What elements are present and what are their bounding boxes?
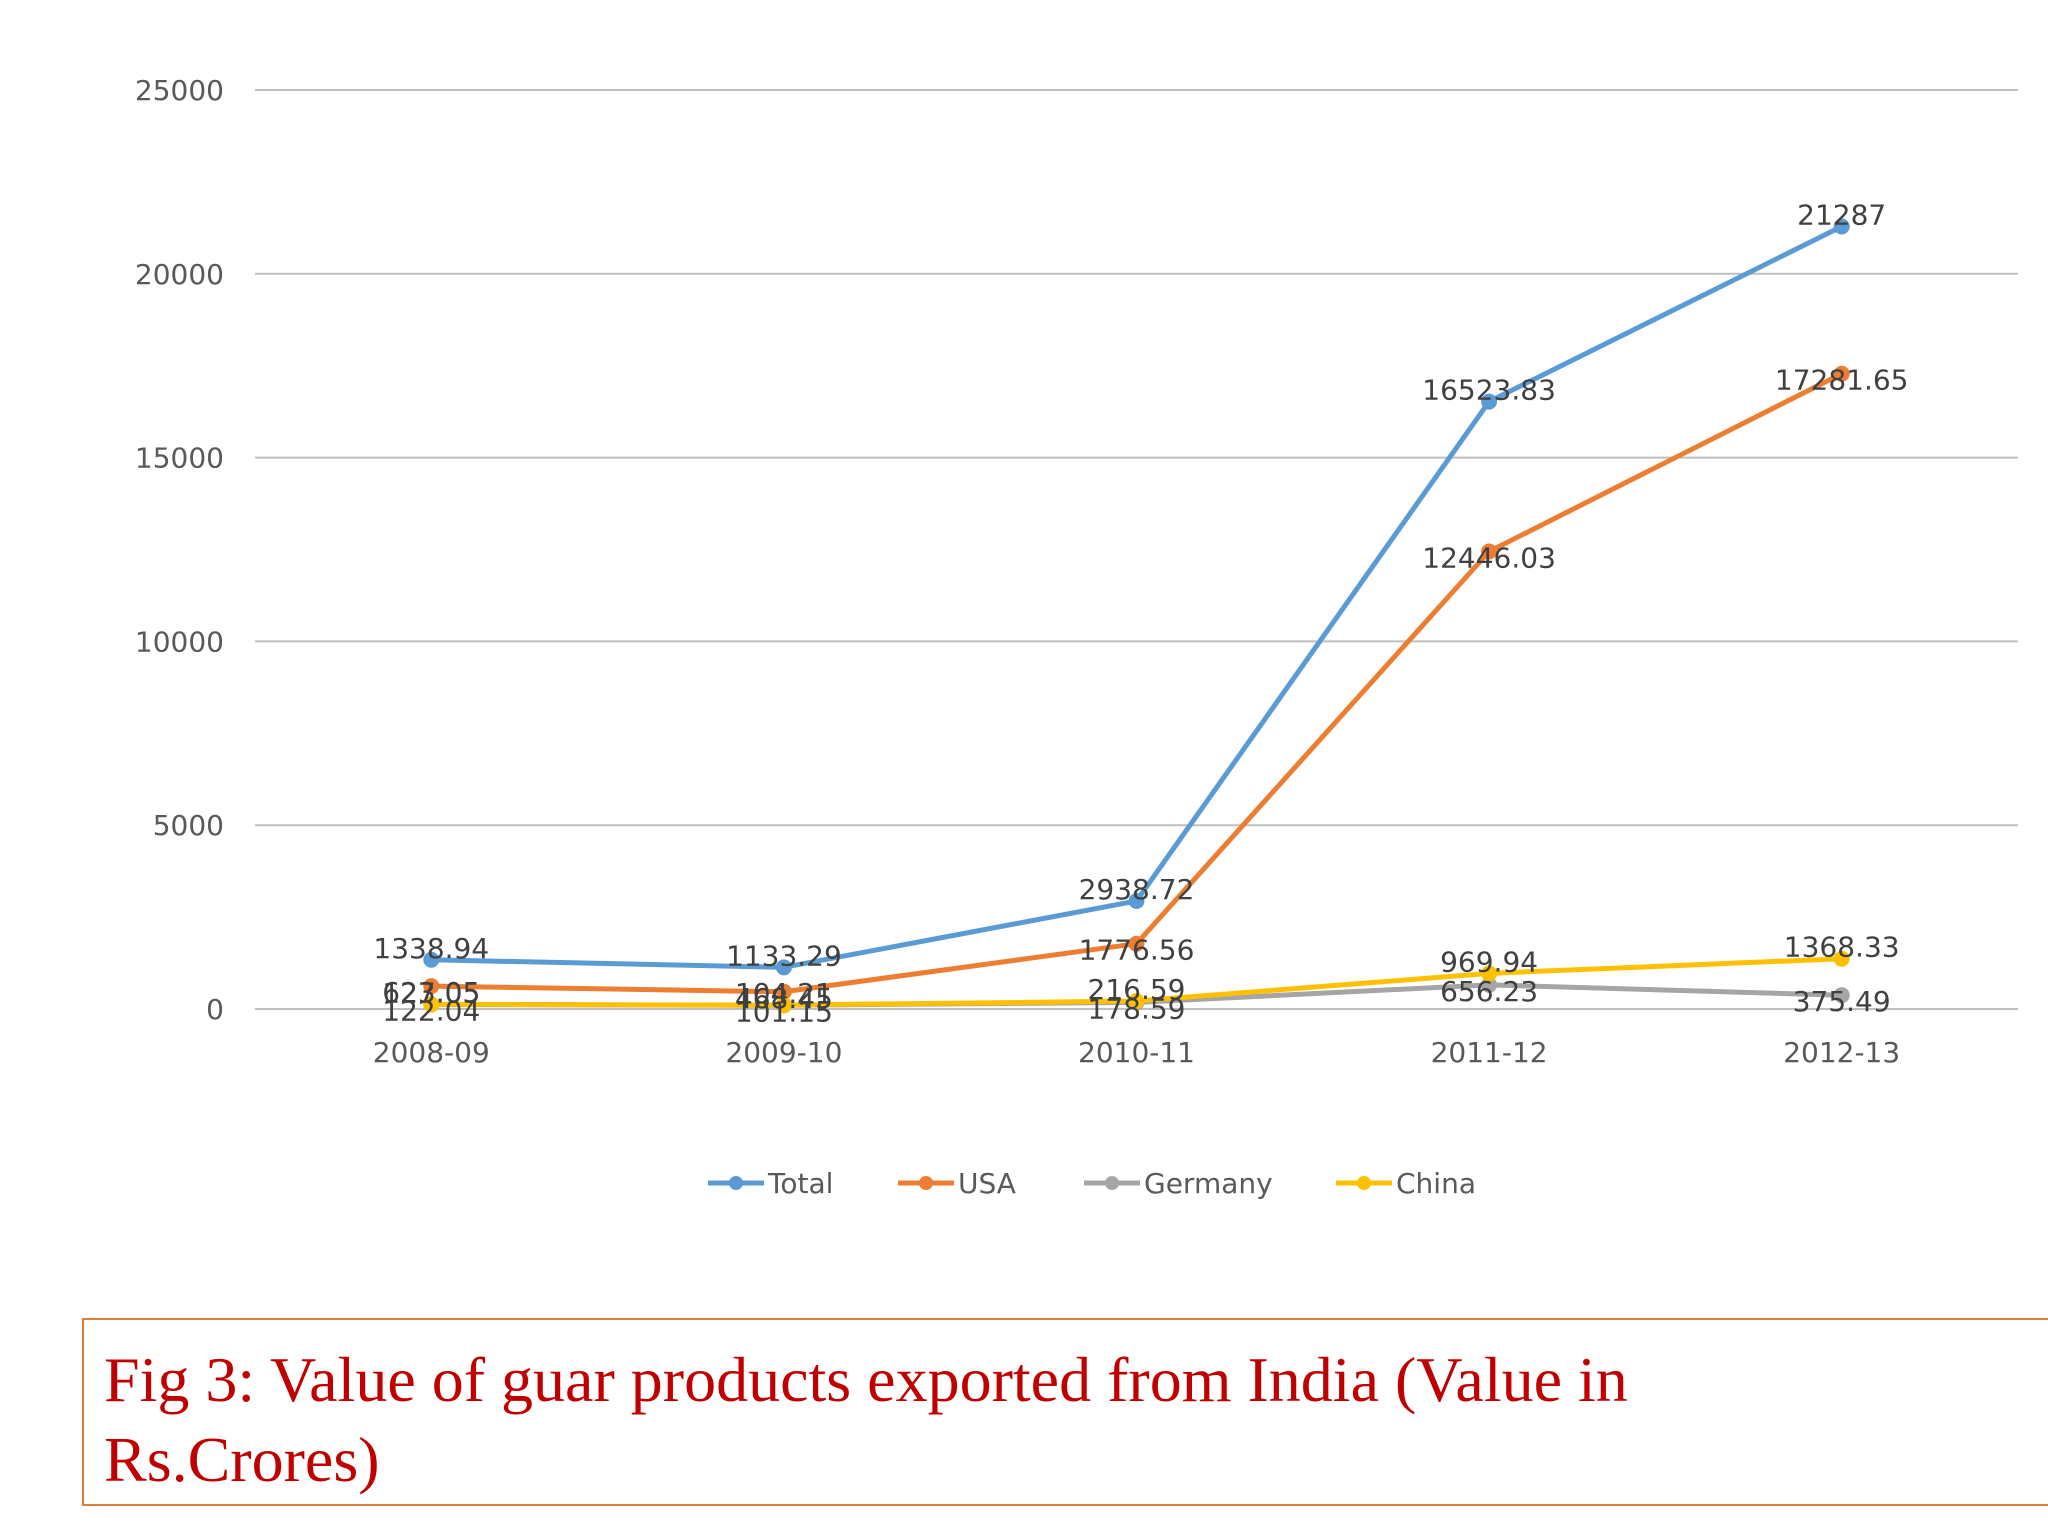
data-label-china: 1368.33 [1784, 931, 1900, 964]
data-label-germany: 178.59 [1088, 992, 1186, 1025]
data-labels: 1338.94 1133.29 2938.72 16523.83 21287 623.05… [373, 198, 1908, 1028]
series-line-total [428, 223, 1845, 970]
y-tick-label: 0 [206, 993, 224, 1026]
x-axis-tick-labels: 2008-09 2009-10 2010-11 2011-12 2012-13 [373, 1036, 1900, 1069]
series-lines [423, 218, 1850, 1014]
data-point-china [775, 997, 792, 1014]
x-tick-label: 2011-12 [1431, 1036, 1548, 1069]
data-label-germany: 122.04 [382, 995, 480, 1028]
data-label-usa: 12446.03 [1422, 541, 1556, 574]
x-tick-label: 2012-13 [1783, 1036, 1900, 1069]
series-usa [423, 365, 1850, 1000]
series-china [423, 950, 1850, 1014]
x-tick-label: 2009-10 [725, 1036, 842, 1069]
data-point-usa [775, 983, 792, 1000]
data-point-total [775, 959, 792, 976]
legend-item-total: Total [708, 1167, 833, 1200]
legend-label: Germany [1144, 1167, 1273, 1200]
legend: Total USA Germany China [708, 1167, 1476, 1200]
series-total [423, 218, 1850, 976]
data-point-usa [1833, 365, 1850, 382]
data-point-total [1833, 218, 1850, 235]
legend-swatch-marker [919, 1176, 933, 1190]
y-tick-label: 15000 [135, 442, 224, 475]
legend-item-germany: Germany [1084, 1167, 1273, 1200]
data-label-total: 1133.29 [726, 939, 842, 972]
gridlines [255, 89, 2018, 1010]
data-point-china [1481, 965, 1498, 982]
data-label-usa: 623.05 [382, 976, 480, 1009]
line-chart: 0 5000 10000 15000 20000 25000 2008-09 2009-10… [135, 74, 2018, 1200]
figure-caption: Fig 3: Value of guar products exported f… [104, 1344, 1628, 1495]
legend-item-china: China [1336, 1167, 1476, 1200]
y-tick-label: 25000 [135, 74, 224, 107]
legend-swatch-marker [1105, 1176, 1119, 1190]
data-label-usa: 1776.56 [1079, 934, 1195, 967]
data-label-china: 104.21 [735, 977, 833, 1010]
data-label-china: 127.05 [382, 976, 480, 1009]
data-point-china [1128, 993, 1145, 1010]
data-label-total: 1338.94 [373, 932, 489, 965]
data-point-usa [1481, 543, 1498, 560]
legend-label: Total [767, 1167, 833, 1200]
data-point-usa [1128, 935, 1145, 952]
y-axis-tick-labels: 0 5000 10000 15000 20000 25000 [135, 74, 224, 1026]
x-tick-label: 2010-11 [1078, 1036, 1195, 1069]
data-point-usa [423, 978, 440, 995]
legend-item-usa: USA [898, 1167, 1016, 1200]
data-label-china: 969.94 [1440, 945, 1538, 978]
data-label-germany: 656.23 [1440, 975, 1538, 1008]
data-label-germany: 375.49 [1793, 985, 1891, 1018]
data-point-germany [1833, 987, 1850, 1004]
data-label-usa: 468.45 [735, 982, 833, 1015]
data-label-germany: 101.15 [735, 995, 833, 1028]
y-tick-label: 5000 [153, 809, 224, 842]
data-point-total [423, 951, 440, 968]
data-label-usa: 17281.65 [1775, 364, 1909, 397]
legend-label: USA [958, 1167, 1016, 1200]
data-point-china [423, 996, 440, 1013]
data-label-total: 2938.72 [1079, 873, 1195, 906]
legend-swatch-marker [729, 1176, 743, 1190]
data-point-total [1128, 892, 1145, 909]
data-label-total: 21287 [1797, 198, 1886, 231]
y-tick-label: 10000 [135, 625, 224, 658]
data-label-total: 16523.83 [1422, 374, 1556, 407]
legend-swatch-marker [1357, 1176, 1371, 1190]
figure-caption-box: Fig 3: Value of guar products exported f… [82, 1318, 2048, 1506]
legend-label: China [1396, 1167, 1476, 1200]
y-tick-label: 20000 [135, 258, 224, 291]
data-point-china [1833, 950, 1850, 967]
data-label-china: 216.59 [1088, 973, 1186, 1006]
data-point-germany [1481, 976, 1498, 993]
x-tick-label: 2008-09 [373, 1036, 490, 1069]
data-point-total [1481, 393, 1498, 410]
